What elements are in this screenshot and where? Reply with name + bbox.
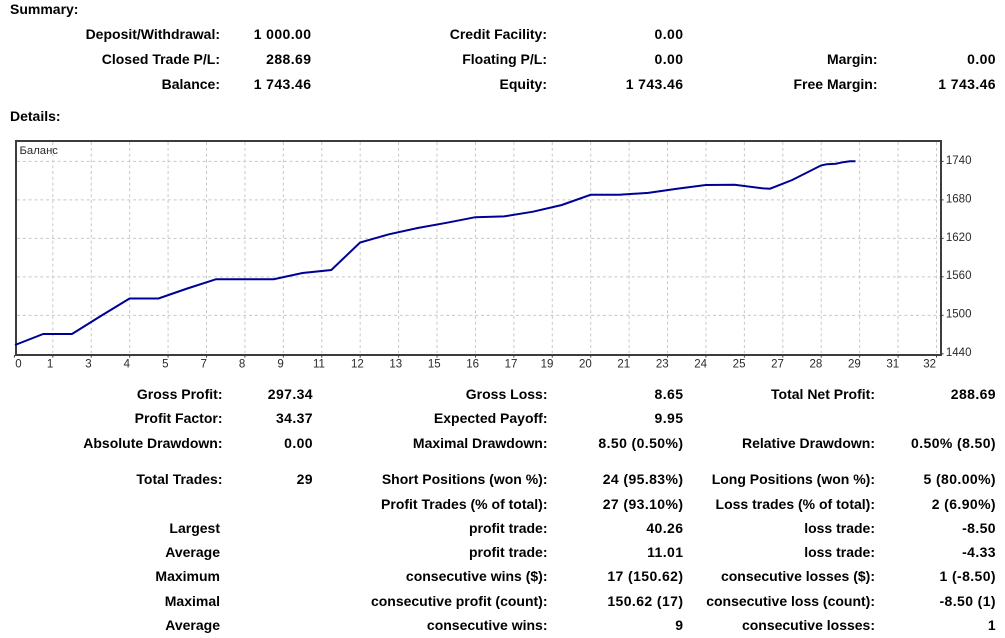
svg-text:31: 31 — [886, 359, 899, 371]
svg-text:1620: 1620 — [946, 232, 972, 244]
svg-text:0: 0 — [15, 359, 21, 371]
svg-text:5: 5 — [162, 359, 168, 371]
svg-text:9: 9 — [277, 359, 283, 371]
svg-text:Баланс: Баланс — [20, 145, 59, 157]
svg-text:21: 21 — [617, 359, 630, 371]
svg-text:20: 20 — [579, 359, 592, 371]
svg-text:11: 11 — [313, 359, 325, 371]
svg-text:15: 15 — [428, 359, 441, 371]
svg-text:24: 24 — [694, 359, 707, 371]
svg-text:3: 3 — [85, 359, 91, 371]
svg-text:25: 25 — [733, 359, 746, 371]
svg-text:1: 1 — [47, 359, 53, 371]
svg-text:1740: 1740 — [946, 155, 972, 167]
svg-text:4: 4 — [124, 359, 131, 371]
svg-text:29: 29 — [848, 359, 861, 371]
svg-text:1680: 1680 — [946, 193, 972, 205]
svg-text:1500: 1500 — [946, 309, 972, 321]
svg-text:32: 32 — [923, 359, 936, 371]
svg-text:17: 17 — [505, 359, 518, 371]
svg-text:8: 8 — [239, 359, 245, 371]
svg-text:19: 19 — [541, 359, 554, 371]
svg-text:1560: 1560 — [946, 270, 972, 282]
svg-text:7: 7 — [200, 359, 206, 371]
svg-text:23: 23 — [656, 359, 669, 371]
svg-text:27: 27 — [771, 359, 784, 371]
svg-text:16: 16 — [466, 359, 479, 371]
svg-text:13: 13 — [389, 359, 402, 371]
svg-text:12: 12 — [351, 359, 364, 371]
svg-text:28: 28 — [810, 359, 823, 371]
svg-text:1440: 1440 — [946, 347, 972, 359]
